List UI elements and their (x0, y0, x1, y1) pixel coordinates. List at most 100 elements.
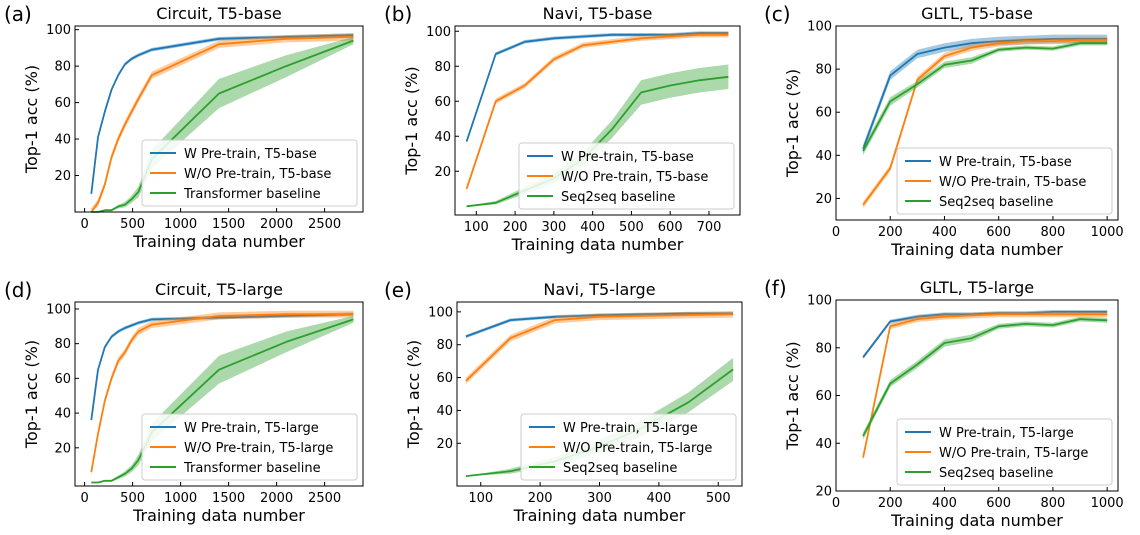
y-axis-label: Top-1 acc (%) (22, 65, 41, 174)
plot-frame (454, 25, 741, 216)
legend-label: W Pre-train, T5-large (563, 421, 698, 436)
legend-label: W/O Pre-train, T5-base (561, 170, 708, 185)
legend-box (520, 413, 737, 481)
y-tick-label: 80 (436, 338, 453, 353)
y-axis-label: Top-1 acc (%) (783, 341, 802, 450)
panel-letter: (f) (764, 276, 787, 300)
x-tick-label: 2000 (260, 217, 293, 232)
x-tick-label: 0 (832, 225, 840, 240)
x-tick-label: 400 (932, 496, 957, 511)
x-tick-label: 300 (541, 220, 566, 235)
series-line-w-pre-train-t5-large (90, 313, 354, 421)
x-tick-label: 400 (932, 225, 957, 240)
x-axis-label: Training data number (132, 506, 305, 525)
x-tick-label: 1000 (164, 217, 197, 232)
series-line-w-pre-train-t5-large (862, 311, 1108, 358)
x-tick-label: 400 (646, 491, 671, 506)
x-tick-label: 200 (503, 220, 528, 235)
y-tick-label: 40 (436, 404, 453, 419)
legend-label: Seq2seq baseline (939, 466, 1053, 481)
y-tick-label: 80 (54, 60, 71, 75)
series-line-seq2seq-baseline (862, 42, 1108, 152)
legend-box (896, 147, 1113, 215)
y-tick-label: 80 (815, 63, 832, 78)
panel-letter: (d) (4, 278, 32, 302)
x-tick-label: 600 (986, 496, 1011, 511)
series-band-transformer-baseline (91, 36, 354, 213)
panel-letter: (e) (384, 278, 412, 302)
chart-panel-4: 0 500 1000 1500 2000 2500 20 40 60 80 100 Circuit, … (4, 278, 364, 525)
x-tick-label: 2500 (308, 217, 341, 232)
x-tick-label: 600 (658, 220, 683, 235)
legend-label: Seq2seq baseline (939, 195, 1053, 210)
series-line-w-o-pre-train-t5-base (862, 39, 1108, 206)
legend-label: W Pre-train, T5-base (184, 147, 317, 162)
y-tick-label: 100 (426, 25, 451, 40)
legend-box (141, 139, 358, 207)
x-tick-label: 800 (1041, 225, 1066, 240)
x-tick-label: 1000 (1091, 225, 1124, 240)
series-line-transformer-baseline (91, 39, 354, 213)
legend-label: Transformer baseline (183, 187, 321, 202)
x-tick-label: 300 (587, 491, 612, 506)
x-tick-label: 100 (464, 220, 489, 235)
x-axis-label: Training data number (890, 240, 1063, 259)
x-tick-label: 200 (878, 496, 903, 511)
y-tick-label: 20 (434, 165, 451, 180)
chart-panel-6: 0 200 400 600 800 1000 20 40 60 80 100 GLTL, T5-lar… (764, 276, 1124, 530)
y-tick-label: 60 (54, 372, 71, 387)
legend-label: W Pre-train, T5-large (939, 426, 1074, 441)
legend-label: Transformer baseline (183, 461, 321, 476)
x-tick-label: 2500 (308, 491, 341, 506)
series-line-w-pre-train-t5-large (465, 312, 734, 338)
series-line-seq2seq-baseline (862, 318, 1108, 437)
legend-label: W/O Pre-train, T5-large (563, 441, 712, 456)
x-axis-label: Training data number (132, 232, 305, 251)
x-tick-label: 1500 (212, 217, 245, 232)
y-tick-label: 20 (815, 485, 832, 500)
chart-title: Navi, T5-large (543, 280, 655, 299)
y-tick-label: 60 (434, 95, 451, 110)
y-tick-label: 40 (815, 437, 832, 452)
y-tick-label: 40 (815, 149, 832, 164)
series-band-transformer-baseline (91, 315, 354, 483)
chart-title: Navi, T5-base (543, 4, 653, 23)
legend-box (896, 418, 1113, 486)
y-tick-label: 100 (428, 305, 453, 320)
series-line-w-o-pre-train-t5-base (465, 33, 729, 190)
y-tick-label: 20 (815, 192, 832, 207)
x-tick-label: 200 (528, 491, 553, 506)
y-axis-label: Top-1 acc (%) (404, 340, 423, 449)
x-axis-label: Training data number (511, 235, 684, 254)
y-tick-label: 100 (807, 294, 832, 309)
y-tick-label: 80 (434, 60, 451, 75)
x-tick-label: 500 (120, 217, 145, 232)
chart-panel-3: 0 200 400 600 800 1000 20 40 60 80 100 GLTL, T5-bas… (764, 2, 1124, 259)
legend-box (518, 142, 735, 210)
y-tick-label: 100 (807, 20, 832, 35)
y-tick-label: 60 (54, 96, 71, 111)
x-tick-label: 0 (832, 496, 840, 511)
y-tick-label: 20 (54, 441, 71, 456)
chart-panel-5: 100 200 300 400 500 20 40 60 80 100 Navi, T5-large… (384, 278, 743, 525)
legend-label: W Pre-train, T5-large (184, 421, 319, 436)
x-tick-label: 1500 (212, 491, 245, 506)
x-tick-label: 1000 (164, 491, 197, 506)
x-tick-label: 600 (986, 225, 1011, 240)
y-axis-label: Top-1 acc (%) (22, 340, 41, 449)
x-tick-label: 800 (1041, 496, 1066, 511)
legend-box (141, 413, 358, 481)
x-axis-label: Training data number (890, 511, 1063, 530)
y-tick-label: 40 (54, 407, 71, 422)
chart-title: GLTL, T5-base (921, 4, 1033, 23)
chart-title: Circuit, T5-large (155, 280, 283, 299)
series-line-w-pre-train-t5-base (90, 34, 354, 194)
series-line-w-o-pre-train-t5-large (90, 313, 354, 473)
x-tick-label: 500 (619, 220, 644, 235)
legend-label: W/O Pre-train, T5-large (939, 446, 1088, 461)
legend-label: W Pre-train, T5-base (561, 150, 694, 165)
x-axis-label: Training data number (513, 506, 686, 525)
x-tick-label: 500 (120, 491, 145, 506)
legend-label: W Pre-train, T5-base (939, 155, 1072, 170)
y-axis-label: Top-1 acc (%) (402, 66, 421, 175)
